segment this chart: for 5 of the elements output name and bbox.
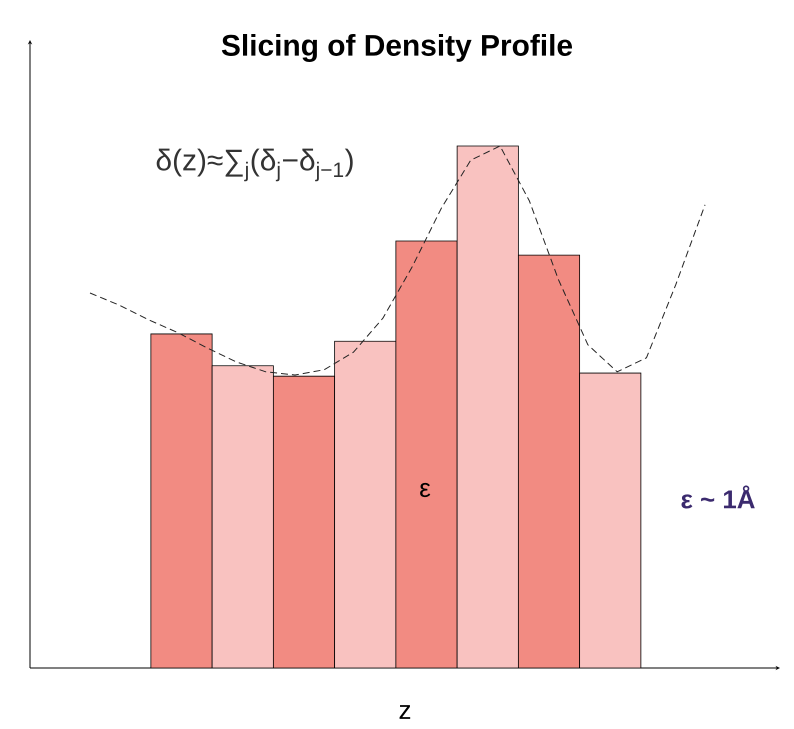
annotation: δ(z)≈∑$_{j}$(δ$_{j}$−δ$_{j−1}$)	[156, 148, 353, 182]
x-axis-title: z	[400, 705, 410, 719]
chart-title: Slicing of Density Profile	[222, 34, 572, 62]
text: ε ~ 1Å	[682, 485, 755, 509]
annotation: ε	[420, 482, 430, 498]
